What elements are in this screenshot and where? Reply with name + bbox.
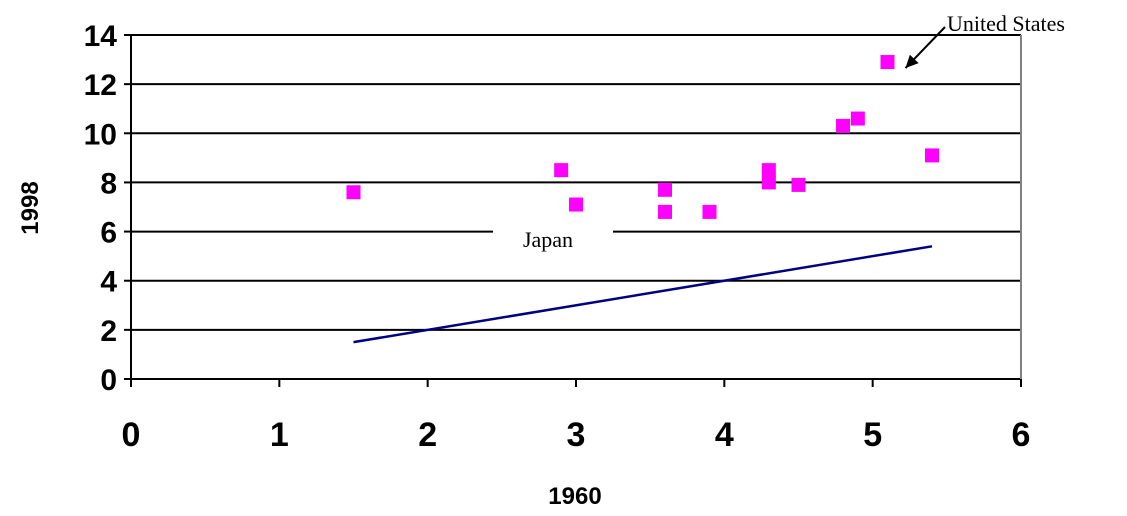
gridlines <box>131 34 1021 331</box>
data-point-7 <box>761 163 776 178</box>
x-tick-label-2: 2 <box>418 416 437 454</box>
data-point-2 <box>554 163 569 178</box>
y-tick-label-8: 8 <box>100 167 117 200</box>
x-tick-label-1: 1 <box>270 416 289 454</box>
x-tick-label-0: 0 <box>122 416 141 454</box>
y-tick-label-12: 12 <box>84 69 117 102</box>
annotations: United States Japan <box>493 11 1065 252</box>
annotation-arrow-head <box>905 54 919 69</box>
annotation-japan-box <box>493 222 613 252</box>
trend-line-group <box>353 245 933 344</box>
x-tick-label-6: 6 <box>1012 416 1031 454</box>
y-tick-label-4: 4 <box>100 266 117 299</box>
x-tick-labels: 0 1 2 3 4 5 6 <box>122 416 1031 454</box>
data-point-6 <box>702 204 717 219</box>
trend-line <box>353 245 933 344</box>
data-points <box>346 55 939 219</box>
data-point-12 <box>880 55 895 70</box>
x-tick-label-3: 3 <box>567 416 586 454</box>
annotation-japan: Japan <box>523 227 573 252</box>
data-point-5 <box>658 204 672 219</box>
annotation-united-states: United States <box>947 11 1065 36</box>
data-point-3 <box>569 197 583 212</box>
y-axis-title: 1998 <box>17 181 44 234</box>
y-tick-label-2: 2 <box>100 315 117 348</box>
data-point-9 <box>791 177 806 192</box>
x-tick-label-4: 4 <box>715 416 734 454</box>
data-point-10 <box>836 118 850 133</box>
y-tick-label-6: 6 <box>100 217 117 250</box>
x-axis-title: 1960 <box>548 483 601 510</box>
y-tick-label-0: 0 <box>100 364 117 397</box>
y-tick-labels: 0 2 4 6 8 10 12 14 <box>84 20 118 397</box>
y-tick-label-14: 14 <box>84 20 118 53</box>
y-tick-label-10: 10 <box>84 118 117 151</box>
data-point-13 <box>925 148 939 163</box>
axes <box>124 34 1022 387</box>
data-point-11 <box>850 111 865 126</box>
data-point-1 <box>346 185 361 200</box>
data-point-4 <box>658 182 672 197</box>
x-tick-label-5: 5 <box>863 416 882 454</box>
data-point-8 <box>761 175 776 190</box>
